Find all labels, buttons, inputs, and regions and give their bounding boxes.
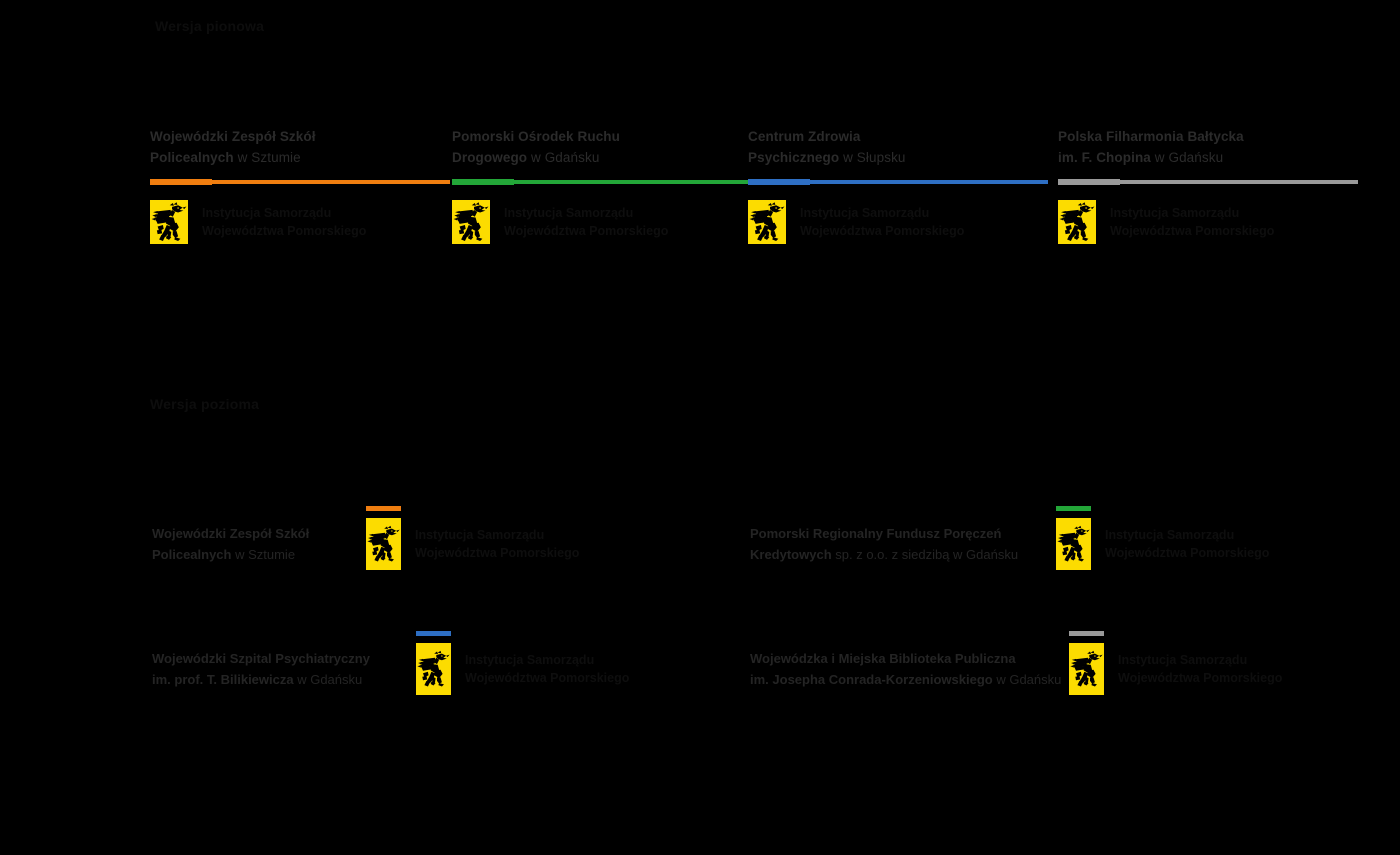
pomorskie-griffin-crest-icon bbox=[452, 200, 490, 244]
logo-mark bbox=[416, 631, 451, 695]
horizontal-logo-card-4: Wojewódzka i Miejska Biblioteka Publiczn… bbox=[750, 631, 1282, 695]
logo-title-line-2: Policealnych w Sztumie bbox=[150, 150, 301, 165]
logo-title-line-1: Pomorski Ośrodek Ruchu bbox=[452, 129, 620, 144]
logo-title: Wojewódzki Szpital Psychiatryczny im. pro… bbox=[152, 648, 402, 690]
vertical-logo-card-2: Pomorski Ośrodek Ruchu Drogowego w Gdańsk… bbox=[452, 126, 752, 244]
horizontal-logo-card-1: Wojewódzki Zespół Szkół Policealnych w Sz… bbox=[152, 506, 579, 570]
tagline-line-2: Województwa Pomorskiego bbox=[415, 546, 580, 560]
vertical-logo-card-1: Wojewódzki Zespół Szkół Policealnych w Sz… bbox=[150, 126, 450, 244]
accent-rule-thick bbox=[748, 179, 810, 185]
pomorskie-griffin-crest-icon bbox=[1056, 518, 1091, 570]
tagline-line-2: Województwa Pomorskiego bbox=[1110, 224, 1275, 238]
pomorskie-griffin-crest-icon bbox=[748, 200, 786, 244]
logo-mark bbox=[1056, 506, 1091, 570]
logo-title-line-1: Pomorski Regionalny Fundusz Poręczeń bbox=[750, 526, 1002, 541]
tagline-line-1: Instytucja Samorządu bbox=[1110, 206, 1240, 220]
accent-rule bbox=[416, 631, 451, 636]
logo-body: Instytucja Samorządu Województwa Pomorski… bbox=[1058, 200, 1358, 244]
logo-title-line-1: Wojewódzki Zespół Szkół bbox=[152, 526, 310, 541]
tagline-line-2: Województwa Pomorskiego bbox=[504, 224, 669, 238]
logo-title-line-1: Wojewódzki Zespół Szkół bbox=[150, 129, 316, 144]
logo-title-line-2: im. F. Chopina w Gdańsku bbox=[1058, 150, 1224, 165]
logo-title-line-1: Centrum Zdrowia bbox=[748, 129, 861, 144]
horizontal-logo-card-3: Wojewódzki Szpital Psychiatryczny im. pro… bbox=[152, 631, 629, 695]
tagline-line-1: Instytucja Samorządu bbox=[1118, 653, 1248, 667]
accent-rule-thin bbox=[452, 180, 752, 184]
tagline-line-1: Instytucja Samorządu bbox=[800, 206, 930, 220]
institution-tagline: Instytucja Samorządu Województwa Pomorski… bbox=[415, 526, 579, 562]
tagline-line-2: Województwa Pomorskiego bbox=[1118, 671, 1283, 685]
tagline-line-2: Województwa Pomorskiego bbox=[1105, 546, 1270, 560]
pomorskie-griffin-crest-icon bbox=[1058, 200, 1096, 244]
logo-title-line-1: Polska Filharmonia Bałtycka bbox=[1058, 129, 1244, 144]
accent-rule-thin bbox=[1058, 180, 1358, 184]
logo-title-line-2: Policealnych w Sztumie bbox=[152, 547, 296, 562]
logo-body: Instytucja Samorządu Województwa Pomorski… bbox=[150, 200, 450, 244]
logo-title-line-2: im. Josepha Conrada-Korzeniowskiego w Gd… bbox=[750, 672, 1062, 687]
logo-title-line-2: im. prof. T. Bilikiewicza w Gdańsku bbox=[152, 672, 363, 687]
tagline-line-2: Województwa Pomorskiego bbox=[465, 671, 630, 685]
logo-title-line-1: Wojewódzki Szpital Psychiatryczny bbox=[152, 651, 370, 666]
accent-rule bbox=[748, 177, 1048, 189]
logo-title: Wojewódzki Zespół Szkół Policealnych w Sz… bbox=[150, 126, 450, 168]
tagline-line-1: Instytucja Samorządu bbox=[1105, 528, 1235, 542]
tagline-line-1: Instytucja Samorządu bbox=[415, 528, 545, 542]
accent-rule bbox=[366, 506, 401, 511]
tagline-line-1: Instytucja Samorządu bbox=[202, 206, 332, 220]
accent-rule-thin bbox=[150, 180, 450, 184]
vertical-logo-card-4: Polska Filharmonia Bałtycka im. F. Chopin… bbox=[1058, 126, 1358, 244]
accent-rule bbox=[1069, 631, 1104, 636]
tagline-line-2: Województwa Pomorskiego bbox=[202, 224, 367, 238]
logo-title: Polska Filharmonia Bałtycka im. F. Chopin… bbox=[1058, 126, 1358, 168]
logo-mark bbox=[366, 506, 401, 570]
logo-title-line-2: Drogowego w Gdańsku bbox=[452, 150, 600, 165]
logo-title: Wojewódzki Zespół Szkół Policealnych w Sz… bbox=[152, 523, 352, 565]
logo-body: Instytucja Samorządu Województwa Pomorski… bbox=[748, 200, 1048, 244]
institution-tagline: Instytucja Samorządu Województwa Pomorski… bbox=[504, 200, 668, 240]
logo-title: Wojewódzka i Miejska Biblioteka Publiczn… bbox=[750, 648, 1062, 690]
institution-tagline: Instytucja Samorządu Województwa Pomorski… bbox=[202, 200, 366, 240]
accent-rule-thick bbox=[1058, 179, 1120, 185]
horizontal-logo-card-2: Pomorski Regionalny Fundusz Poręczeń Kred… bbox=[750, 506, 1269, 570]
pomorskie-griffin-crest-icon bbox=[366, 518, 401, 570]
vertical-logo-card-3: Centrum Zdrowia Psychicznego w Słupsku Ins… bbox=[748, 126, 1048, 244]
logo-mark bbox=[1069, 631, 1104, 695]
accent-rule-thick bbox=[150, 179, 212, 185]
accent-rule-thick bbox=[452, 179, 514, 185]
institution-tagline: Instytucja Samorządu Województwa Pomorski… bbox=[800, 200, 964, 240]
section-heading-vertical: Wersja pionowa bbox=[155, 18, 265, 34]
logo-title-line-1: Wojewódzka i Miejska Biblioteka Publiczn… bbox=[750, 651, 1016, 666]
pomorskie-griffin-crest-icon bbox=[150, 200, 188, 244]
accent-rule bbox=[1056, 506, 1091, 511]
pomorskie-griffin-crest-icon bbox=[1069, 643, 1104, 695]
accent-rule-thin bbox=[748, 180, 1048, 184]
logo-body: Instytucja Samorządu Województwa Pomorski… bbox=[452, 200, 752, 244]
institution-tagline: Instytucja Samorządu Województwa Pomorski… bbox=[1110, 200, 1274, 240]
tagline-line-1: Instytucja Samorządu bbox=[504, 206, 634, 220]
institution-tagline: Instytucja Samorządu Województwa Pomorski… bbox=[1118, 651, 1282, 687]
tagline-line-2: Województwa Pomorskiego bbox=[800, 224, 965, 238]
logo-title: Pomorski Ośrodek Ruchu Drogowego w Gdańsk… bbox=[452, 126, 752, 168]
logo-title: Centrum Zdrowia Psychicznego w Słupsku bbox=[748, 126, 1048, 168]
logo-title: Pomorski Regionalny Fundusz Poręczeń Kred… bbox=[750, 523, 1042, 565]
section-heading-horizontal: Wersja pozioma bbox=[150, 396, 260, 412]
accent-rule bbox=[1058, 177, 1358, 189]
tagline-line-1: Instytucja Samorządu bbox=[465, 653, 595, 667]
institution-tagline: Instytucja Samorządu Województwa Pomorski… bbox=[1105, 526, 1269, 562]
pomorskie-griffin-crest-icon bbox=[416, 643, 451, 695]
institution-tagline: Instytucja Samorządu Województwa Pomorski… bbox=[465, 651, 629, 687]
accent-rule bbox=[452, 177, 752, 189]
accent-rule bbox=[150, 177, 450, 189]
logo-title-line-2: Psychicznego w Słupsku bbox=[748, 150, 906, 165]
logo-title-line-2: Kredytowych sp. z o.o. z siedzibą w Gdań… bbox=[750, 547, 1019, 562]
